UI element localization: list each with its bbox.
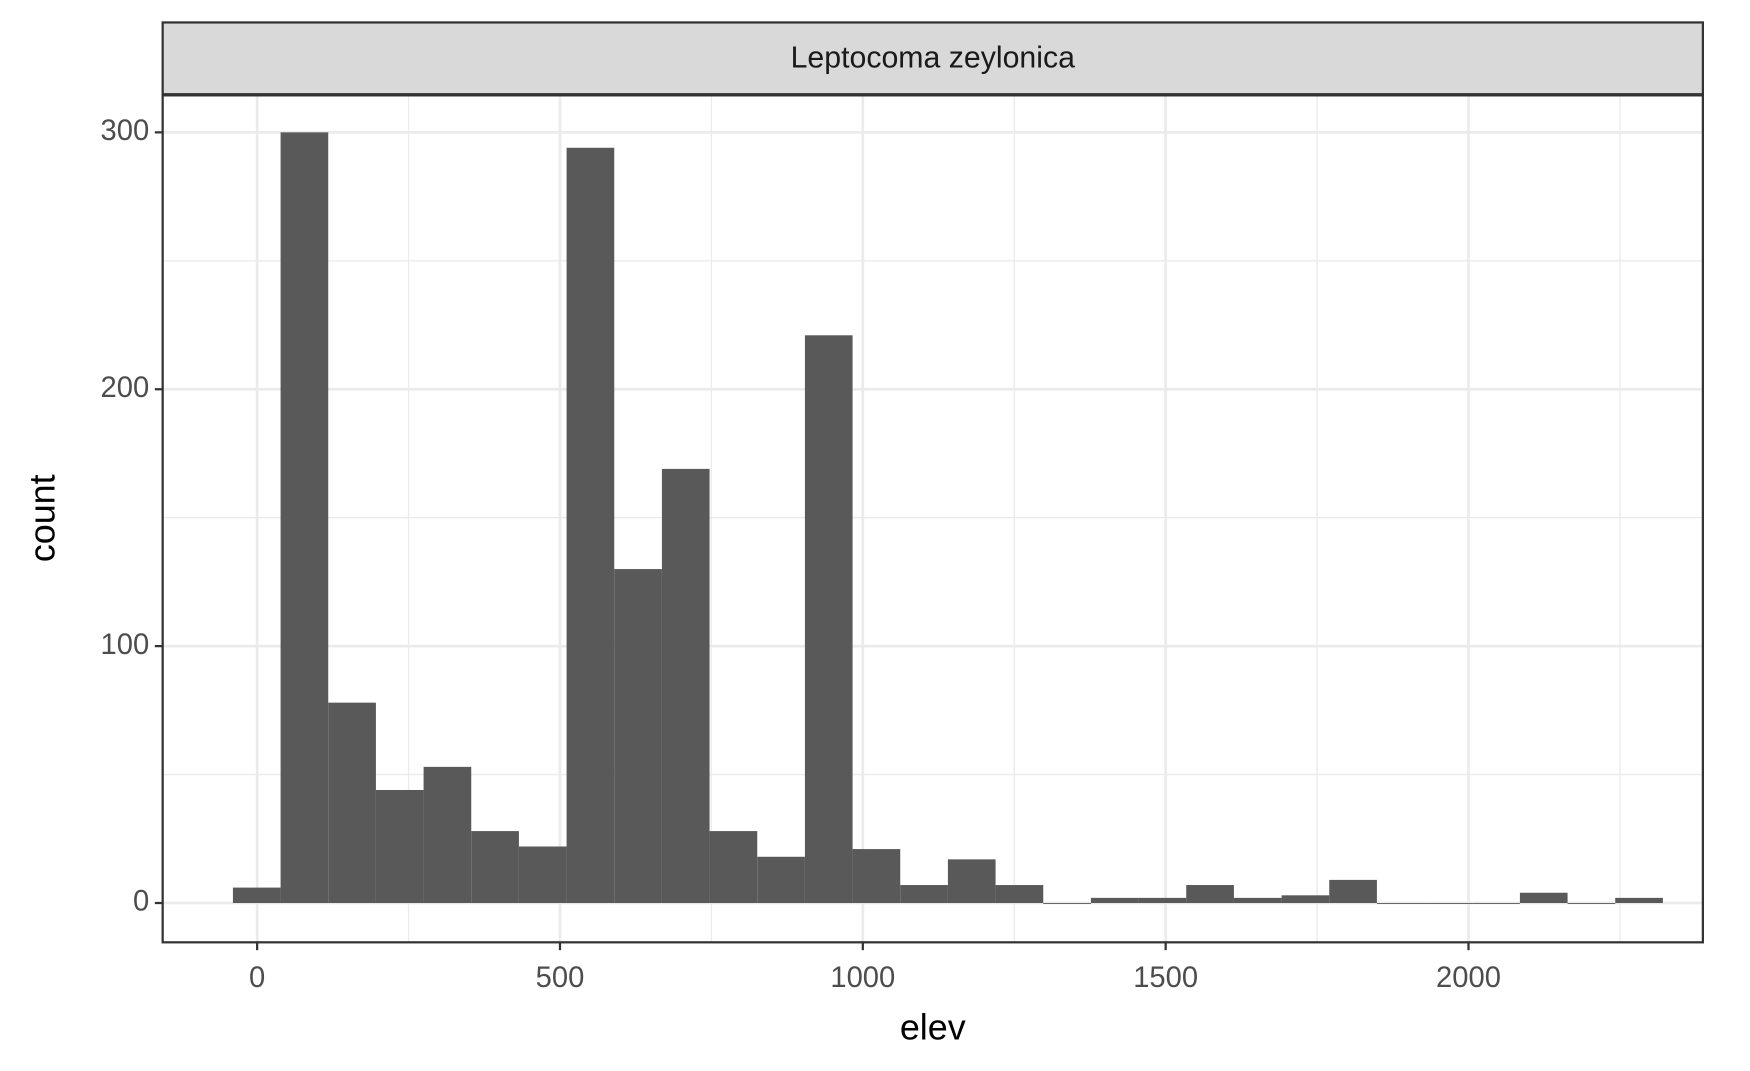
bar (852, 849, 901, 904)
bar (566, 147, 615, 904)
x-tick-label: 1500 (1133, 962, 1198, 994)
bar (232, 887, 281, 904)
x-tick-label: 0 (249, 962, 265, 994)
bar (757, 856, 805, 904)
bar (995, 885, 1044, 904)
bar (709, 831, 758, 904)
bar (471, 831, 519, 904)
bar (1567, 903, 1616, 904)
bar (1615, 897, 1663, 904)
y-tick-label: 200 (101, 372, 150, 404)
y-axis-title: count (22, 474, 62, 562)
bar (661, 468, 710, 904)
strip (161, 21, 1705, 96)
y-tick-label: 100 (101, 629, 150, 661)
strip-label: Leptocoma zeylonica (791, 41, 1075, 74)
y-tick-label: 300 (101, 115, 150, 147)
bar (1138, 897, 1187, 904)
bar (328, 702, 376, 904)
bars (232, 132, 1663, 904)
x-tick-label: 2000 (1436, 962, 1501, 994)
bar (804, 335, 853, 904)
x-tick-label: 500 (536, 962, 585, 994)
bar (1376, 903, 1425, 904)
bar (1043, 903, 1091, 904)
axes: 0 500 1000 1500 2000 0 100 200 300 (101, 115, 1501, 994)
bar (1472, 903, 1520, 904)
x-tick-label: 1000 (830, 962, 895, 994)
bar (900, 885, 948, 904)
bar (947, 859, 996, 904)
bar (614, 569, 662, 904)
bar (1281, 895, 1330, 904)
bar (1186, 885, 1234, 904)
bar (1233, 897, 1282, 904)
bar (1090, 897, 1139, 904)
y-tick-label: 0 (133, 886, 149, 918)
bar (518, 846, 567, 904)
x-axis-title: elev (900, 1007, 966, 1047)
bar (1424, 903, 1473, 904)
bar (423, 766, 472, 904)
bar (1519, 892, 1568, 904)
bar (375, 789, 424, 904)
bar (280, 132, 329, 904)
bar (1329, 879, 1377, 904)
